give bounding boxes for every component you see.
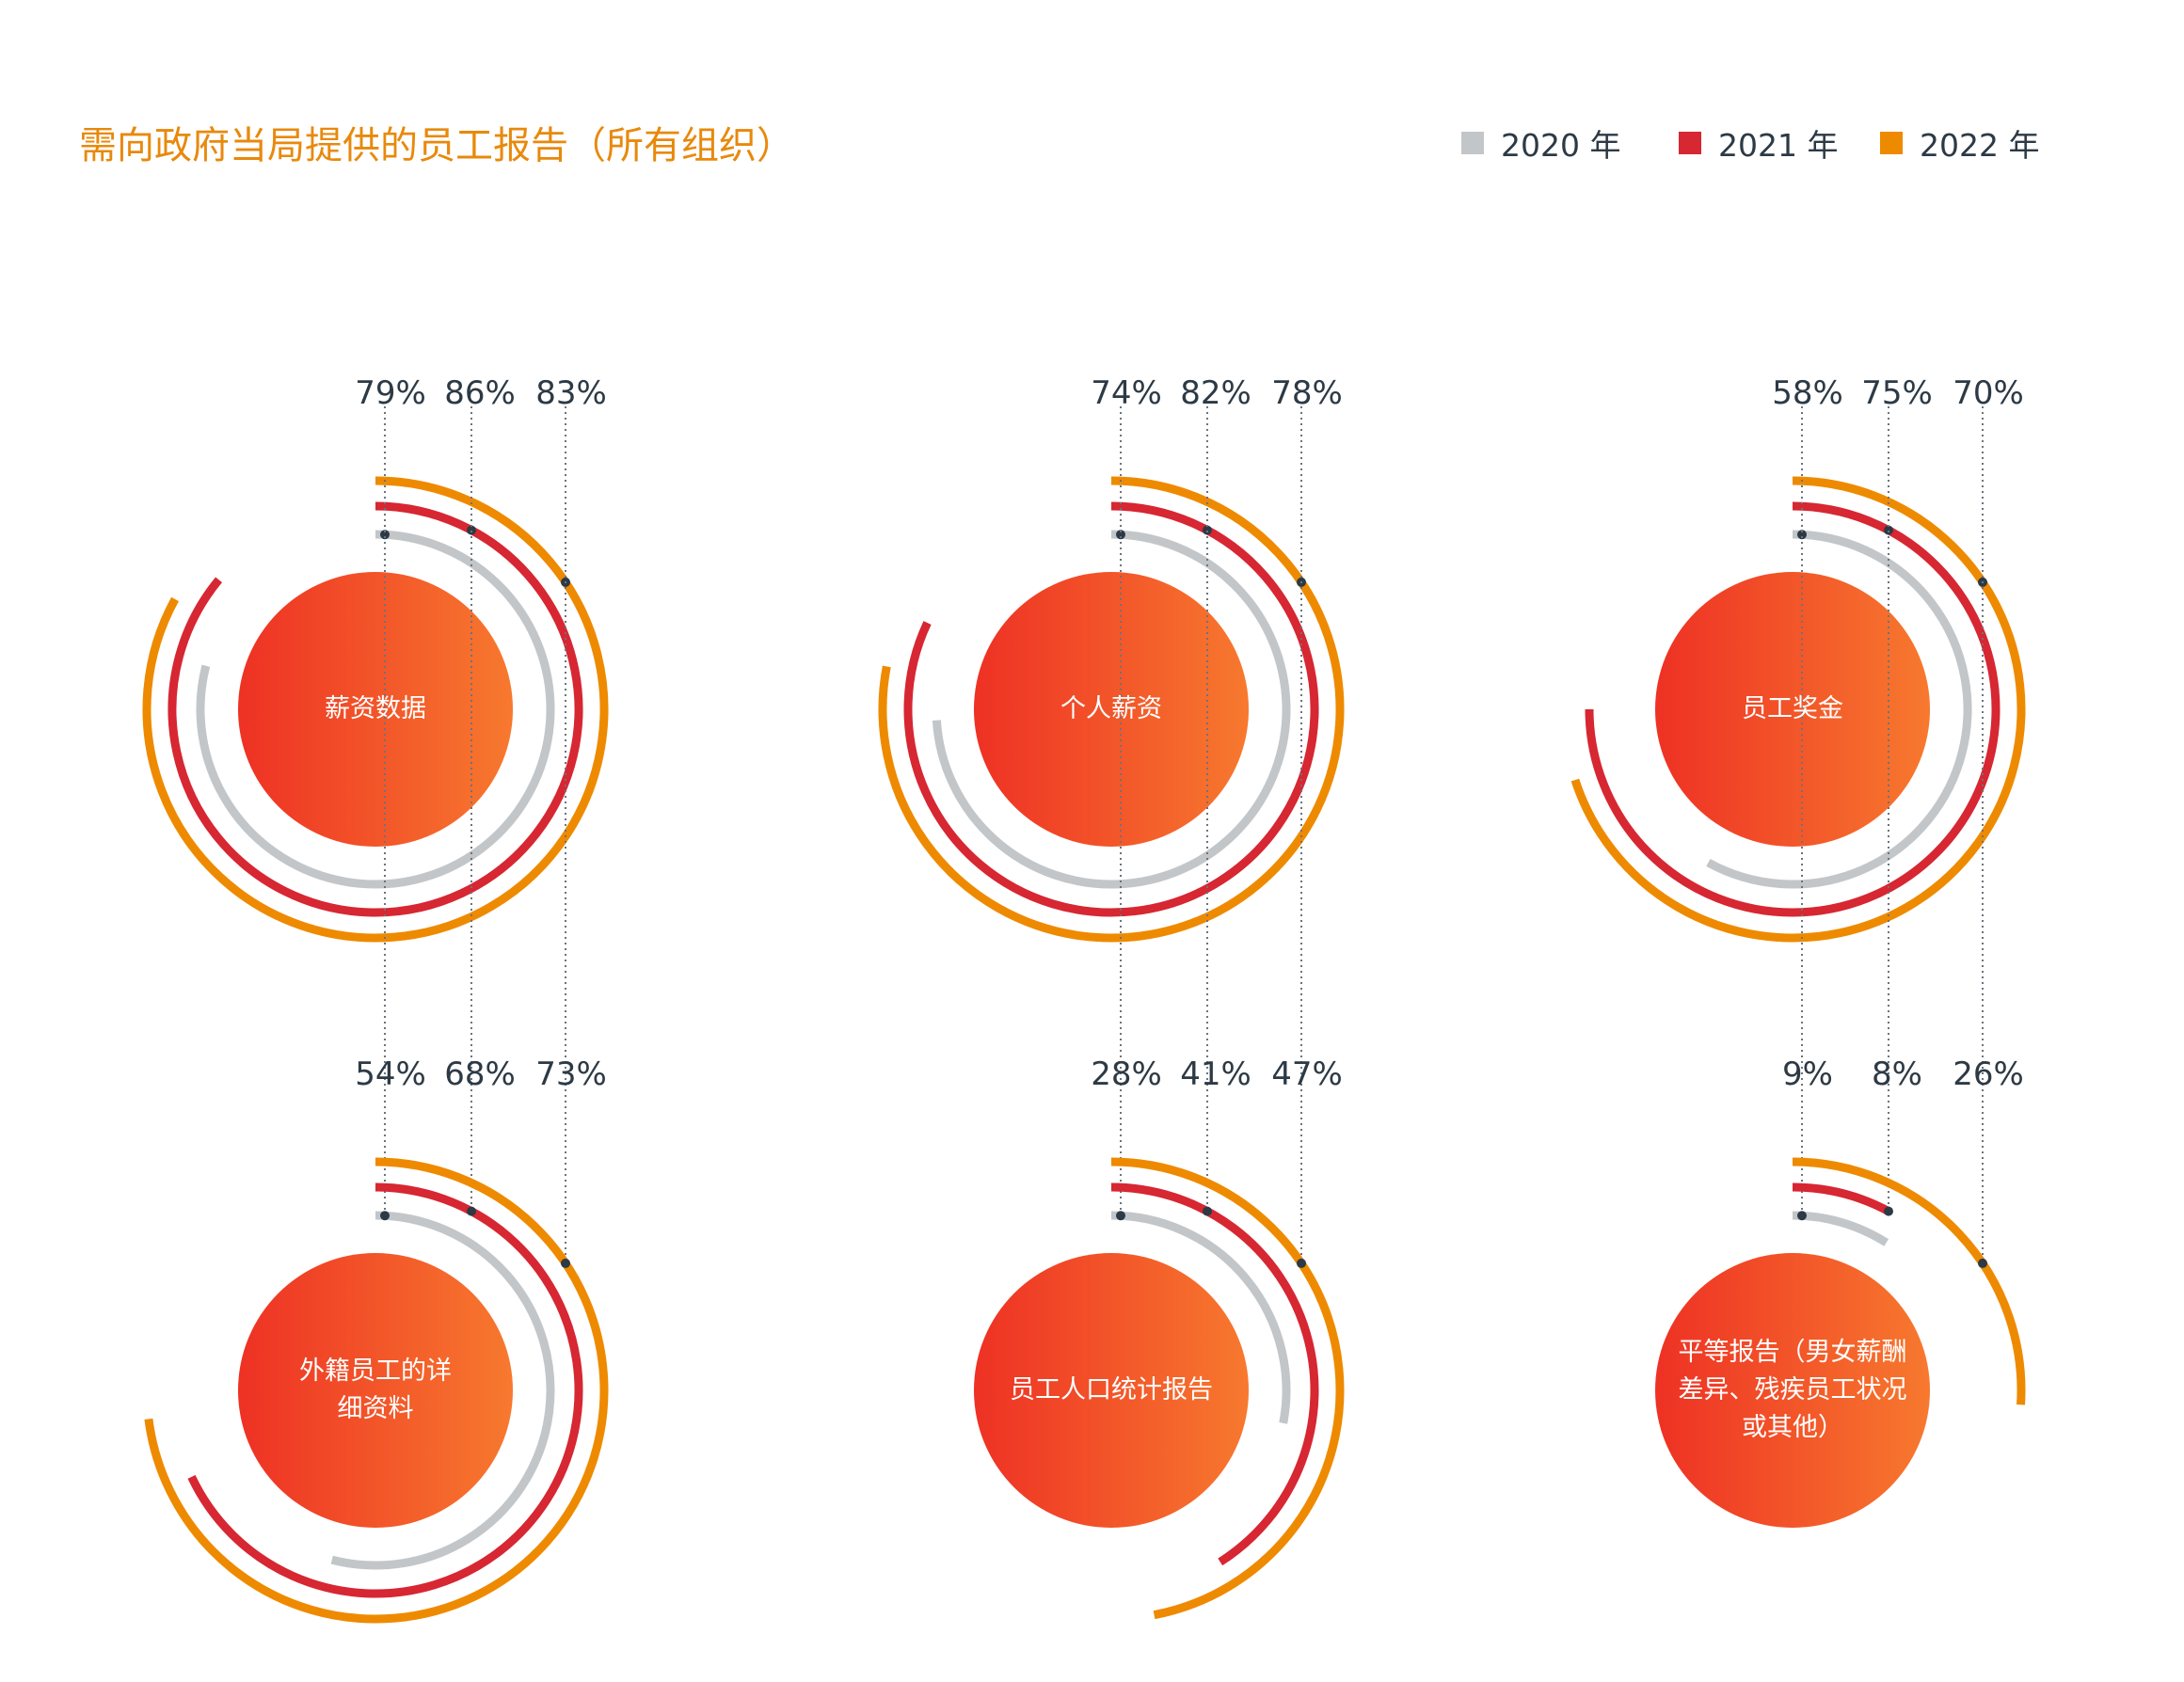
category-circle bbox=[1655, 572, 1930, 847]
legend-swatch bbox=[1461, 132, 1484, 154]
category-label: 员工奖金 bbox=[1742, 694, 1843, 723]
arc-2020 bbox=[196, 530, 555, 889]
leader-dot bbox=[380, 530, 390, 540]
value-label: 70% bbox=[1953, 374, 2024, 412]
leader-dot bbox=[467, 1206, 476, 1216]
value-label: 54% bbox=[355, 1055, 426, 1093]
value-label: 26% bbox=[1953, 1055, 2024, 1093]
category-circle bbox=[238, 1253, 513, 1528]
leader-dot bbox=[1116, 1211, 1125, 1221]
category-circle bbox=[238, 572, 513, 847]
arc-2020 bbox=[932, 530, 1291, 889]
category-label: 员工人口统计报告 bbox=[1010, 1375, 1213, 1404]
chart-title: 需向政府当局提供的员工报告（所有组织） bbox=[79, 124, 794, 167]
arc-2020 bbox=[1792, 1211, 1889, 1246]
arc-2020 bbox=[330, 1211, 555, 1570]
leader-dot bbox=[380, 1211, 390, 1221]
arc-2022 bbox=[1792, 1157, 2026, 1405]
arc-2022 bbox=[142, 476, 609, 943]
value-label: 86% bbox=[444, 374, 516, 412]
arc-2021 bbox=[903, 501, 1319, 917]
legend-label: 2020 年 bbox=[1501, 127, 1621, 164]
value-label: 58% bbox=[1772, 374, 1843, 412]
category-circle bbox=[1655, 1253, 1930, 1528]
value-label: 47% bbox=[1271, 1055, 1343, 1093]
value-label: 79% bbox=[355, 374, 426, 412]
category-label: 薪资数据 bbox=[325, 694, 426, 723]
arc-2021 bbox=[187, 1182, 583, 1598]
arc-2021 bbox=[1110, 1182, 1319, 1566]
legend-label: 2022 年 bbox=[1920, 127, 2040, 164]
leader-dot bbox=[1203, 1206, 1212, 1216]
value-label: 28% bbox=[1091, 1055, 1162, 1093]
arc-2021 bbox=[1792, 1182, 1893, 1216]
leader-dot bbox=[467, 525, 476, 535]
arc-2021 bbox=[1585, 501, 2001, 917]
legend-swatch bbox=[1679, 132, 1701, 154]
category-circle bbox=[974, 572, 1249, 847]
value-label: 68% bbox=[444, 1055, 516, 1093]
arc-2020 bbox=[1110, 1211, 1291, 1424]
leader-dot bbox=[1884, 525, 1893, 535]
leader-dot bbox=[1297, 1258, 1306, 1268]
legend-label: 2021 年 bbox=[1718, 127, 1839, 164]
value-label: 9% bbox=[1782, 1055, 1833, 1093]
arc-2020 bbox=[1706, 530, 1972, 889]
value-label: 8% bbox=[1872, 1055, 1922, 1093]
leader-dot bbox=[1203, 525, 1212, 535]
value-label: 78% bbox=[1271, 374, 1343, 412]
arc-2022 bbox=[144, 1157, 609, 1624]
arc-2022 bbox=[1110, 1157, 1345, 1620]
value-label: 73% bbox=[535, 1055, 607, 1093]
leader-dot bbox=[1978, 1258, 1987, 1268]
arc-2022 bbox=[878, 476, 1345, 943]
legend-item-2021: 2021 年 bbox=[1679, 120, 1838, 166]
leader-dot bbox=[1884, 1206, 1893, 1216]
value-label: 82% bbox=[1180, 374, 1251, 412]
arc-2022 bbox=[1570, 476, 2026, 943]
legend-item-2022: 2022 年 bbox=[1880, 120, 2039, 166]
value-label: 75% bbox=[1861, 374, 1933, 412]
value-label: 83% bbox=[535, 374, 607, 412]
arc-2021 bbox=[167, 501, 583, 917]
category-circle bbox=[974, 1253, 1249, 1528]
leader-dot bbox=[561, 1258, 570, 1268]
legend-item-2020: 2020 年 bbox=[1461, 120, 1620, 166]
category-label: 外籍员工的详 细资料 bbox=[299, 1357, 452, 1423]
value-label: 41% bbox=[1180, 1055, 1251, 1093]
value-label: 74% bbox=[1091, 374, 1162, 412]
legend-swatch bbox=[1880, 132, 1903, 154]
category-label: 个人薪资 bbox=[1060, 694, 1162, 723]
category-label: 平等报告（男女薪酬 差异、残疾员工状况 或其他） bbox=[1678, 1338, 1907, 1442]
leader-dot bbox=[1797, 530, 1807, 540]
leader-dot bbox=[1797, 1211, 1807, 1221]
leader-dot bbox=[1116, 530, 1125, 540]
